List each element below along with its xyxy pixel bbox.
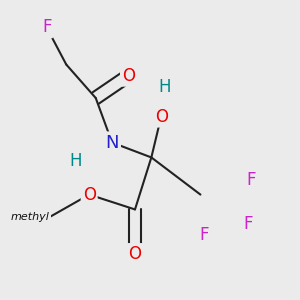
Text: O: O — [128, 245, 142, 263]
Text: O: O — [122, 67, 135, 85]
Text: H: H — [158, 78, 171, 96]
Text: O: O — [155, 108, 168, 126]
Text: N: N — [105, 134, 119, 152]
Text: O: O — [83, 186, 96, 204]
Text: F: F — [199, 226, 208, 244]
Text: F: F — [246, 171, 256, 189]
Text: H: H — [70, 152, 82, 170]
Text: F: F — [243, 215, 253, 233]
Text: methyl: methyl — [11, 212, 50, 222]
Text: F: F — [42, 18, 51, 36]
